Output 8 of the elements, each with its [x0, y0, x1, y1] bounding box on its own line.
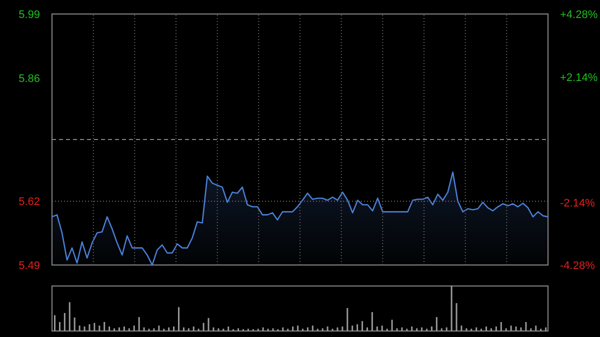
- y-tick-label: 5.99: [18, 9, 40, 21]
- y2-tick-label: -2.14%: [560, 197, 596, 210]
- y2-tick-label: +2.14%: [560, 72, 598, 84]
- y-tick-label: 5.62: [18, 196, 40, 208]
- y-tick-label: 5.86: [18, 72, 40, 85]
- y-tick-label: 5.49: [18, 260, 40, 272]
- y2-tick-label: +4.28%: [560, 9, 598, 21]
- y2-tick-label: -4.28%: [560, 260, 596, 272]
